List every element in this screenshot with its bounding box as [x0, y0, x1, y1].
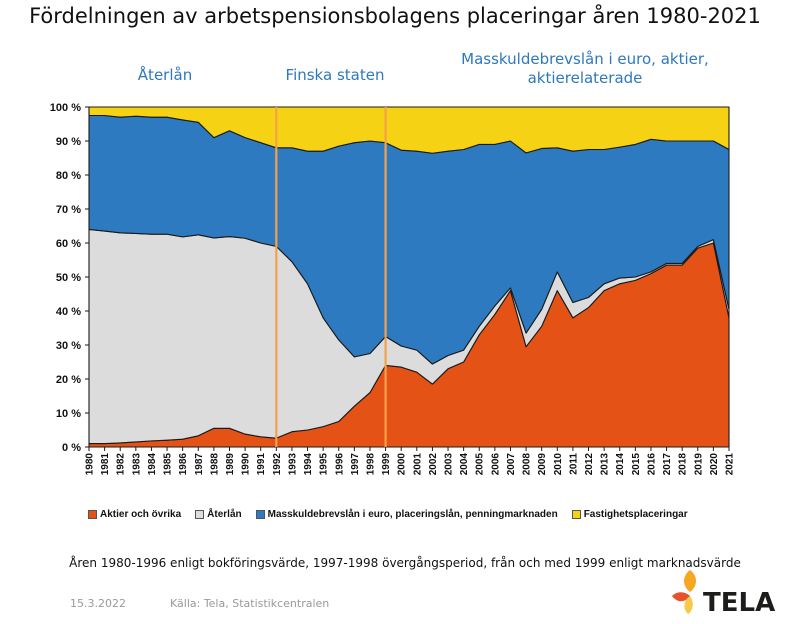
x-tick-label: 1981 — [100, 453, 111, 476]
period-label-aterlan: Återlån — [137, 66, 193, 84]
x-tick-label: 2016 — [646, 453, 657, 476]
period-label-finska-staten: Finska staten — [285, 66, 385, 84]
y-tick-label: 30 % — [56, 340, 81, 352]
x-tick-label: 1986 — [178, 453, 189, 476]
x-tick-label: 1988 — [209, 453, 220, 476]
legend-item-4: Fastighetsplaceringar — [571, 509, 688, 520]
x-tick-label: 1997 — [350, 453, 361, 476]
x-tick-label: 2007 — [506, 453, 517, 476]
x-tick-label: 2021 — [725, 453, 736, 476]
logo-text: TELA — [703, 588, 776, 618]
x-tick-label: 2006 — [490, 453, 501, 476]
footer-source: Källa: Tela, Statistikcentralen — [170, 597, 330, 610]
x-tick-label: 2014 — [615, 453, 626, 476]
x-tick-label: 1989 — [225, 453, 236, 476]
x-tick-label: 2019 — [693, 453, 704, 476]
x-tick-label: 1983 — [131, 453, 142, 476]
legend-label: Fastighetsplaceringar — [583, 509, 688, 520]
logo-petal-orange-icon — [684, 570, 696, 592]
y-tick-label: 10 % — [56, 408, 81, 420]
x-tick-label: 1998 — [365, 453, 376, 476]
y-tick-label: 100 % — [50, 102, 81, 114]
x-tick-label: 1991 — [256, 453, 267, 476]
x-tick-label: 2011 — [568, 453, 579, 475]
legend-item-1: Aktier och övrika — [88, 509, 181, 520]
legend-item-2: Återlån — [195, 509, 242, 520]
x-tick-label: 2000 — [397, 453, 408, 476]
y-tick-label: 40 % — [56, 306, 81, 318]
x-tick-label: 1996 — [334, 453, 345, 476]
legend-swatch — [88, 510, 97, 519]
x-tick-label: 1984 — [147, 453, 158, 476]
x-tick-label: 1994 — [303, 453, 314, 476]
logo-petal-red-icon — [672, 592, 690, 602]
x-tick-label: 1990 — [241, 453, 252, 476]
footer-date: 15.3.2022 — [70, 597, 126, 610]
x-tick-label: 1985 — [163, 453, 174, 476]
x-tick-label: 2005 — [475, 453, 486, 476]
x-tick-label: 2008 — [522, 453, 533, 476]
logo-petal-yellow-icon — [684, 596, 693, 614]
x-tick-label: 2004 — [459, 453, 470, 476]
x-tick-label: 2020 — [709, 453, 720, 476]
y-tick-label: 70 % — [56, 204, 81, 216]
legend-swatch — [255, 510, 265, 519]
x-tick-label: 1999 — [381, 453, 392, 476]
legend-item-3: Masskuldebrevslån i euro, placeringslån,… — [255, 509, 558, 520]
x-tick-label: 2013 — [600, 453, 611, 476]
period-label-masskuldebrev: Masskuldebrevslån i euro, aktier, aktier… — [440, 50, 730, 88]
legend-label: Återlån — [207, 509, 242, 520]
x-tick-label: 2012 — [584, 453, 595, 476]
stacked-area-chart: 0 % 10 % 20 % 30 % 40 % 50 % 60 % 70 % 80 % 90 % 1… — [50, 102, 736, 476]
x-tick-label: 2015 — [631, 453, 642, 476]
y-tick-label: 50 % — [56, 272, 81, 284]
y-tick-label: 60 % — [56, 238, 81, 250]
x-tick-label: 2009 — [537, 453, 548, 476]
y-tick-label: 0 % — [62, 442, 81, 454]
period-label-line-2: aktierelaterade — [527, 69, 643, 87]
x-tick-label: 1992 — [272, 453, 283, 476]
x-tick-label: 1982 — [116, 453, 127, 476]
legend-swatch — [571, 510, 581, 519]
chart-legend: Aktier och övrika Återlån Masskuldebrevslå… — [88, 509, 768, 520]
x-tick-label: 2018 — [678, 453, 689, 476]
x-tick-label: 2001 — [412, 453, 423, 476]
y-tick-label: 90 % — [56, 136, 81, 148]
x-tick-label: 2003 — [444, 453, 455, 476]
x-tick-label: 1987 — [194, 453, 205, 476]
x-tick-label: 1993 — [287, 453, 298, 476]
x-tick-label: 2010 — [553, 453, 564, 476]
x-tick-label: 1980 — [85, 453, 96, 476]
x-tick-label: 1995 — [319, 453, 330, 476]
y-tick-label: 20 % — [56, 374, 81, 386]
footnote: Åren 1980-1996 enligt bokföringsvärde, 1… — [69, 556, 741, 570]
x-tick-label: 2017 — [662, 453, 673, 476]
legend-swatch — [195, 510, 205, 519]
legend-label: Masskuldebrevslån i euro, placeringslån,… — [267, 509, 558, 520]
y-tick-label: 80 % — [56, 170, 81, 182]
period-label-line-1: Masskuldebrevslån i euro, aktier, — [461, 50, 709, 68]
tela-logo-icon — [672, 570, 696, 614]
x-tick-label: 2002 — [428, 453, 439, 476]
legend-label: Aktier och övrika — [100, 509, 182, 520]
page-title: Fördelningen av arbetspensionsbolagens p… — [29, 4, 761, 28]
